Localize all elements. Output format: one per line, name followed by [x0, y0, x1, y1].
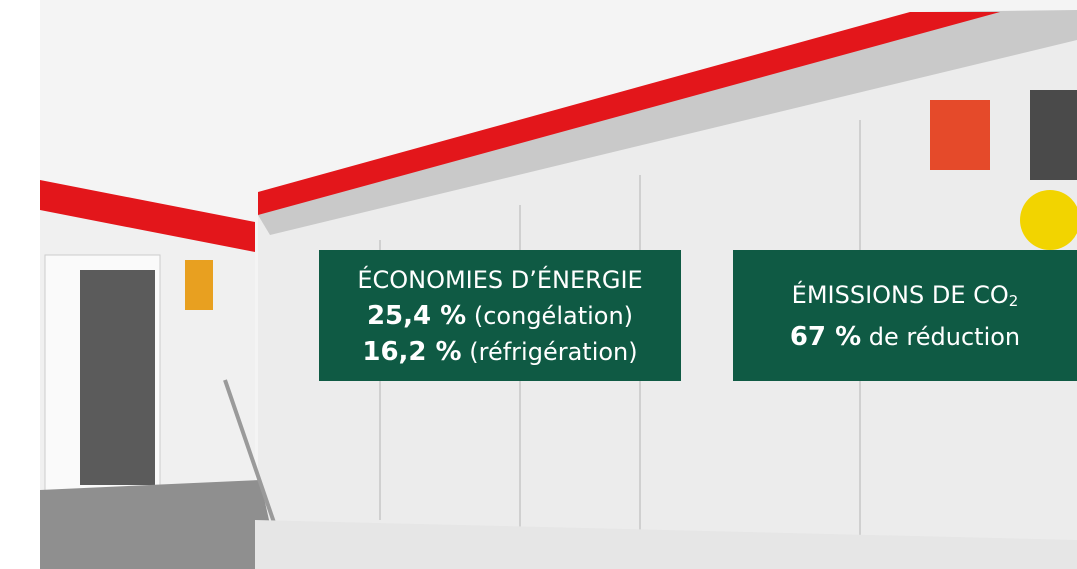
page: ÉCONOMIES D’ÉNERGIE 25,4 % (congélation)… [0, 0, 1077, 569]
logo-dark [1030, 90, 1077, 180]
emissions-value: 67 % [790, 322, 861, 352]
savings-line: 16,2 % (réfrigération) [362, 334, 637, 370]
emissions-line: 67 % de réduction [790, 319, 1020, 355]
logo-red [930, 100, 990, 170]
emissions-heading-text: ÉMISSIONS DE CO [792, 281, 1009, 309]
emissions-subscript: 2 [1009, 292, 1019, 310]
savings-label: (réfrigération) [469, 338, 637, 366]
small-logo [185, 260, 213, 310]
savings-value: 25,4 % [367, 301, 466, 331]
emissions-label: de réduction [869, 323, 1020, 351]
savings-heading: ÉCONOMIES D’ÉNERGIE [357, 262, 642, 298]
savings-value: 16,2 % [362, 337, 461, 367]
doorway [80, 270, 155, 485]
savings-label: (congélation) [474, 302, 633, 330]
emissions-box: ÉMISSIONS DE CO2 67 % de réduction [733, 250, 1077, 381]
stairs [40, 480, 280, 569]
emissions-heading: ÉMISSIONS DE CO2 [792, 277, 1019, 319]
savings-box: ÉCONOMIES D’ÉNERGIE 25,4 % (congélation)… [319, 250, 681, 381]
savings-line: 25,4 % (congélation) [367, 298, 633, 334]
